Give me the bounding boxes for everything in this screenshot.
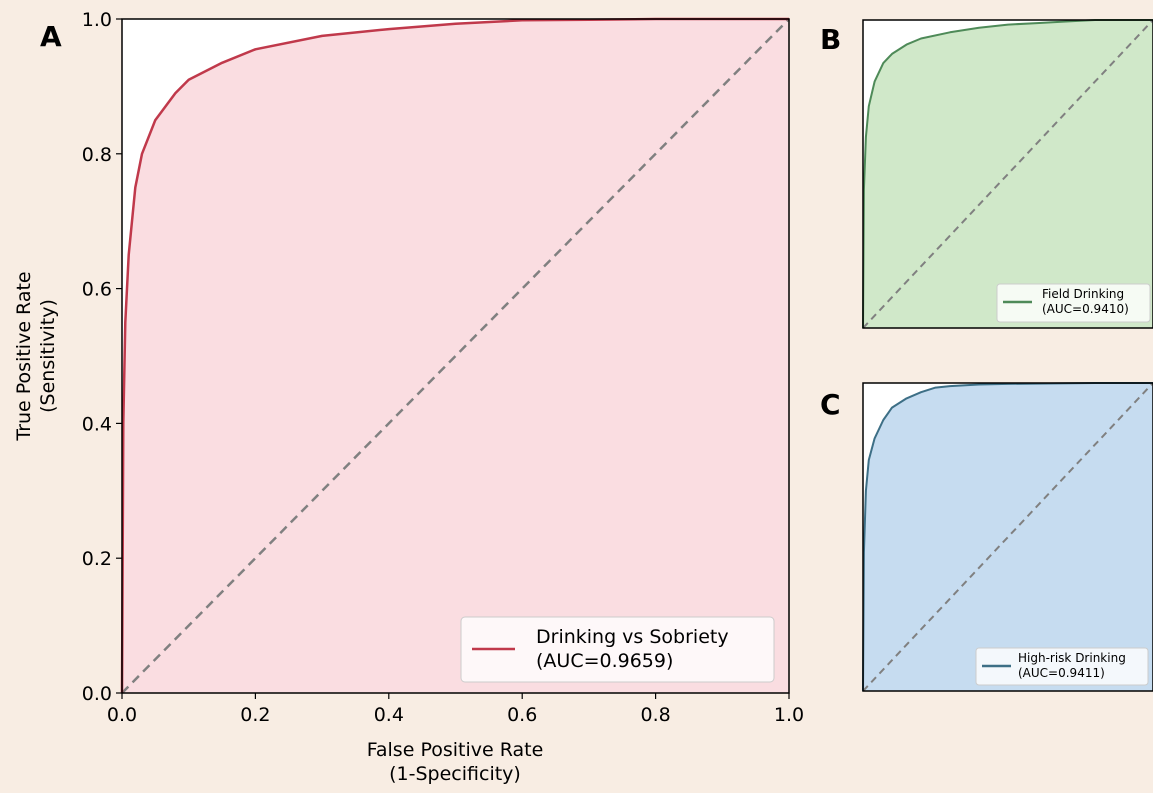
panel-a-x-ticks: 0.0 0.2 0.4 0.6 0.8 1.0 <box>107 693 804 726</box>
panel-a-ylabel-line1: True Positive Rate <box>13 271 35 441</box>
panel-b-legend-box <box>996 283 1151 323</box>
panel-a-xlabel-line1: False Positive Rate <box>367 739 544 761</box>
panel-a-x-tick-label: 0.2 <box>240 704 270 726</box>
panel-c-legend-line1: High-risk Drinking <box>1018 651 1126 665</box>
panel-c-plot-area <box>862 382 1153 692</box>
panel-a-x-tick-label: 0.4 <box>374 704 404 726</box>
panel-a-legend-line2: (AUC=0.9659) <box>536 650 673 672</box>
panel-a-frame <box>121 18 790 694</box>
panel-b-roc-curve <box>862 19 1153 329</box>
panel-a-plot-area <box>120 17 790 694</box>
panel-b-legend-line1: Field Drinking <box>1042 287 1124 301</box>
panel-a-y-tick-label: 0.6 <box>82 279 112 301</box>
panel-c-letter: C <box>820 388 841 421</box>
panel-a-y-tick-label: 0.0 <box>82 683 112 705</box>
panel-a-legend: Drinking vs Sobriety (AUC=0.9659) <box>460 616 775 683</box>
panel-a-x-tick-label: 1.0 <box>774 704 804 726</box>
panel-a-ylabel-line2: (Sensitivity) <box>37 299 59 413</box>
panel-a-x-tick-label: 0.0 <box>107 704 137 726</box>
panel-a-legend-box <box>460 616 775 683</box>
panel-b-plot-area <box>862 19 1153 329</box>
panel-c-legend-line2: (AUC=0.9411) <box>1018 666 1105 680</box>
panel-b-frame <box>862 19 1153 329</box>
panel-b-legend-line2: (AUC=0.9410) <box>1042 302 1129 316</box>
panel-a-y-tick-label: 0.4 <box>82 413 112 435</box>
panel-c-legend: High-risk Drinking (AUC=0.9411) <box>975 647 1149 686</box>
panel-c-chance-line <box>862 382 1153 692</box>
panel-b-letter: B <box>820 23 841 56</box>
panel-a: A 0.0 0.2 0.4 0.6 0.8 1.0 0.00.20.40.60.81.0 … <box>13 9 804 785</box>
panel-a-y-tick-label: 0.2 <box>82 548 112 570</box>
panel-b: B Field Drinking (AUC=0.9410) <box>820 19 1153 329</box>
panel-a-chance-line <box>121 18 790 694</box>
panel-a-x-tick-label: 0.8 <box>640 704 670 726</box>
panel-c: C High-risk Drinking (AUC=0.9411) <box>820 382 1153 692</box>
panel-c-legend-box <box>975 647 1149 686</box>
panel-a-y-tick-label: 0.8 <box>82 144 112 166</box>
panel-a-x-tick-label: 0.6 <box>507 704 537 726</box>
panel-a-y-ticks: 0.0 0.2 0.4 0.6 0.8 1.0 <box>82 9 122 705</box>
panel-c-frame <box>862 382 1153 692</box>
panel-a-xlabel-line2: (1-Specificity) <box>389 763 521 785</box>
panel-b-legend: Field Drinking (AUC=0.9410) <box>996 283 1151 323</box>
panel-a-letter: A <box>40 20 62 53</box>
panel-b-chance-line <box>862 19 1153 329</box>
panel-a-legend-line1: Drinking vs Sobriety <box>536 626 729 648</box>
panel-a-y-tick-label: 1.0 <box>82 9 112 31</box>
